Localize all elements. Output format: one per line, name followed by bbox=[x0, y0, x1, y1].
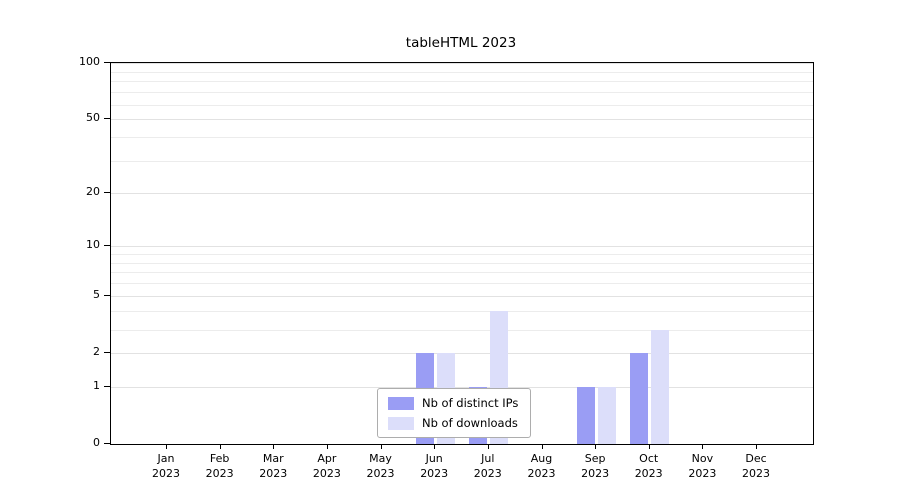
x-tick-year: 2023 bbox=[527, 467, 556, 480]
x-tick-mark bbox=[487, 444, 489, 449]
x-tick-month: Dec bbox=[745, 452, 767, 465]
x-tick-mark bbox=[756, 444, 757, 449]
x-tick-year: 2023 bbox=[205, 467, 234, 480]
gridline bbox=[111, 81, 813, 83]
x-tick-month: Apr bbox=[317, 452, 337, 465]
x-tick-year: 2023 bbox=[688, 467, 717, 480]
y-tick-mark bbox=[104, 385, 110, 387]
bar-downloads bbox=[651, 329, 670, 444]
x-tick-label: Nov 2023 bbox=[672, 451, 732, 481]
gridline bbox=[111, 329, 813, 331]
y-tick-mark bbox=[104, 191, 110, 193]
x-tick-label: Feb 2023 bbox=[190, 451, 250, 481]
gridline bbox=[111, 104, 813, 106]
y-tick-mark bbox=[104, 443, 110, 444]
x-tick-label: Jul 2023 bbox=[458, 451, 518, 481]
x-tick-year: 2023 bbox=[634, 467, 663, 480]
gridline bbox=[111, 272, 813, 274]
gridline bbox=[111, 192, 813, 194]
x-tick-year: 2023 bbox=[366, 467, 395, 480]
bar-distinct-ips bbox=[576, 386, 595, 444]
x-tick-label: Apr 2023 bbox=[297, 451, 357, 481]
bar-downloads bbox=[597, 386, 616, 444]
gridline bbox=[111, 296, 813, 298]
x-tick-year: 2023 bbox=[742, 467, 770, 480]
gridline bbox=[111, 283, 813, 285]
legend: Nb of distinct IPs Nb of downloads bbox=[377, 388, 532, 438]
y-tick-label: 50 bbox=[86, 111, 100, 125]
x-tick-month: Oct bbox=[639, 452, 659, 465]
y-tick-label: 0 bbox=[93, 436, 100, 449]
x-tick-month: Sep bbox=[584, 452, 606, 465]
gridline bbox=[111, 246, 813, 247]
gridline bbox=[111, 386, 813, 388]
y-tick-label: 100 bbox=[79, 55, 100, 68]
gridline bbox=[111, 160, 813, 162]
y-tick-label: 5 bbox=[93, 288, 100, 302]
x-tick-label: Jun 2023 bbox=[404, 451, 464, 481]
x-tick-mark bbox=[541, 444, 543, 449]
y-tick-mark bbox=[104, 118, 110, 120]
y-tick-mark bbox=[104, 295, 110, 297]
x-tick-year: 2023 bbox=[581, 467, 610, 480]
x-tick-month: Mar bbox=[262, 452, 284, 465]
x-tick-mark bbox=[434, 444, 436, 449]
x-tick-label: Oct 2023 bbox=[619, 451, 679, 481]
x-tick-year: 2023 bbox=[152, 467, 180, 480]
x-tick-mark bbox=[648, 444, 650, 449]
legend-swatch-downloads bbox=[388, 416, 414, 430]
legend-swatch-distinct-ips bbox=[388, 396, 414, 410]
y-tick-mark bbox=[104, 62, 110, 63]
x-tick-label: Dec 2023 bbox=[726, 451, 786, 481]
y-tick-mark bbox=[104, 245, 110, 246]
x-tick-month: Nov bbox=[691, 452, 714, 465]
gridline bbox=[111, 137, 813, 139]
x-tick-label: Aug 2023 bbox=[512, 451, 572, 481]
x-tick-mark bbox=[273, 444, 275, 449]
legend-label-downloads: Nb of downloads bbox=[422, 416, 518, 430]
gridline bbox=[111, 311, 813, 313]
y-tick-label: 2 bbox=[93, 345, 100, 359]
x-tick-label: Sep 2023 bbox=[565, 451, 625, 481]
x-tick-label: Mar 2023 bbox=[243, 451, 303, 481]
legend-label-distinct-ips: Nb of distinct IPs bbox=[422, 396, 519, 410]
gridline bbox=[111, 262, 813, 264]
gridline bbox=[111, 63, 813, 64]
legend-item-distinct-ips: Nb of distinct IPs bbox=[388, 396, 518, 410]
y-tick-label: 1 bbox=[93, 378, 100, 392]
x-tick-month: Aug bbox=[530, 452, 553, 465]
gridline bbox=[111, 253, 813, 255]
chart-title: tableHTML 2023 bbox=[405, 35, 517, 51]
x-tick-mark bbox=[380, 444, 382, 449]
x-tick-mark bbox=[702, 444, 704, 449]
x-tick-label: Jan 2023 bbox=[136, 451, 196, 481]
x-tick-mark bbox=[326, 444, 328, 449]
x-tick-month: Jul bbox=[481, 452, 495, 465]
bar-distinct-ips bbox=[630, 353, 649, 444]
gridline bbox=[111, 92, 813, 94]
x-tick-mark bbox=[166, 444, 167, 449]
y-tick-label: 20 bbox=[86, 184, 100, 198]
x-tick-year: 2023 bbox=[259, 467, 288, 480]
x-tick-mark bbox=[219, 444, 221, 449]
gridline bbox=[111, 71, 813, 73]
x-tick-month: May bbox=[369, 452, 392, 465]
x-tick-year: 2023 bbox=[420, 467, 449, 480]
x-tick-month: Jan bbox=[157, 452, 175, 465]
x-tick-year: 2023 bbox=[312, 467, 341, 480]
x-tick-label: May 2023 bbox=[351, 451, 411, 481]
x-tick-mark bbox=[595, 444, 597, 449]
gridline bbox=[111, 353, 813, 355]
x-tick-month: Feb bbox=[209, 452, 230, 465]
y-tick-mark bbox=[104, 352, 110, 354]
y-tick-label: 10 bbox=[86, 238, 100, 251]
x-tick-year: 2023 bbox=[473, 467, 502, 480]
x-tick-month: Jun bbox=[425, 452, 443, 465]
gridline bbox=[111, 119, 813, 121]
legend-item-downloads: Nb of downloads bbox=[388, 416, 518, 430]
